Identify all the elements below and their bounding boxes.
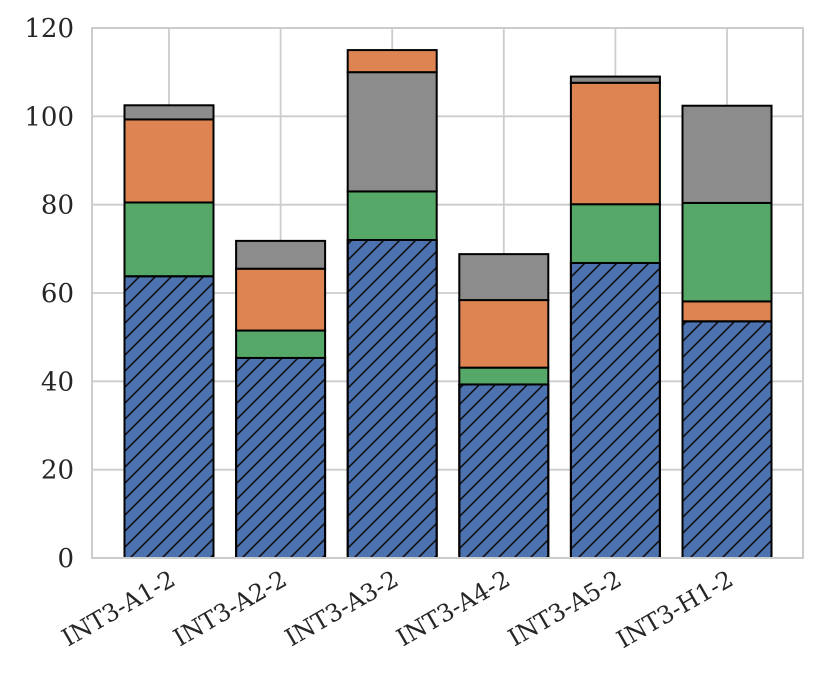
y-axis-ticks: 0 20 40 60 80 100 120 — [24, 14, 74, 574]
bar-segment-segment-3 — [569, 81, 661, 206]
bar-hatch-segment-1 — [346, 239, 438, 559]
bar-segment-segment-2 — [346, 190, 438, 242]
bar-hatch-segment-1 — [235, 356, 327, 559]
bars — [123, 49, 773, 559]
x-tick-label: INT3-H1-2 — [612, 565, 738, 654]
bar-segment-segment-4 — [123, 104, 215, 121]
bar-segment-segment-2 — [123, 201, 215, 278]
y-tick-label: 40 — [41, 367, 74, 397]
bar-segment-segment-2 — [681, 201, 773, 303]
bar-segment-segment-4 — [235, 239, 327, 270]
x-tick-label: INT3-A3-2 — [280, 565, 403, 652]
bar-segment-segment-2 — [235, 329, 327, 359]
y-tick-label: 0 — [57, 544, 74, 574]
bar-segment-segment-4 — [458, 253, 550, 302]
bar-segment-segment-4 — [681, 104, 773, 204]
bar-segment-segment-5 — [346, 49, 438, 74]
x-tick-label: INT3-A2-2 — [169, 565, 292, 652]
bar-segment-segment-4 — [346, 71, 438, 193]
x-tick-label: INT3-A5-2 — [503, 565, 626, 652]
bar-segment-segment-3 — [458, 299, 550, 369]
y-tick-label: 60 — [41, 279, 74, 309]
x-tick-label: INT3-A1-2 — [57, 565, 180, 652]
y-tick-label: 120 — [24, 14, 74, 44]
bar-hatch-segment-1 — [123, 275, 215, 559]
bar-segment-segment-2 — [458, 366, 550, 386]
y-tick-label: 20 — [41, 456, 74, 486]
plot-frame — [91, 27, 804, 559]
bar-hatch-segment-1 — [569, 261, 661, 559]
bar-hatch-segment-1 — [458, 383, 550, 559]
y-tick-label: 80 — [41, 191, 74, 221]
y-tick-label: 100 — [24, 102, 74, 132]
bar-segment-segment-3 — [681, 300, 773, 323]
x-axis-ticks: INT3-A1-2INT3-A2-2INT3-A3-2INT3-A4-2INT3… — [57, 565, 738, 654]
bar-hatch-segment-1 — [681, 320, 773, 559]
bar-segment-segment-2 — [569, 203, 661, 264]
bar-segment-segment-4 — [569, 75, 661, 84]
x-tick-label: INT3-A4-2 — [392, 565, 515, 652]
bar-segment-segment-3 — [235, 267, 327, 332]
bar-segment-segment-3 — [123, 118, 215, 204]
